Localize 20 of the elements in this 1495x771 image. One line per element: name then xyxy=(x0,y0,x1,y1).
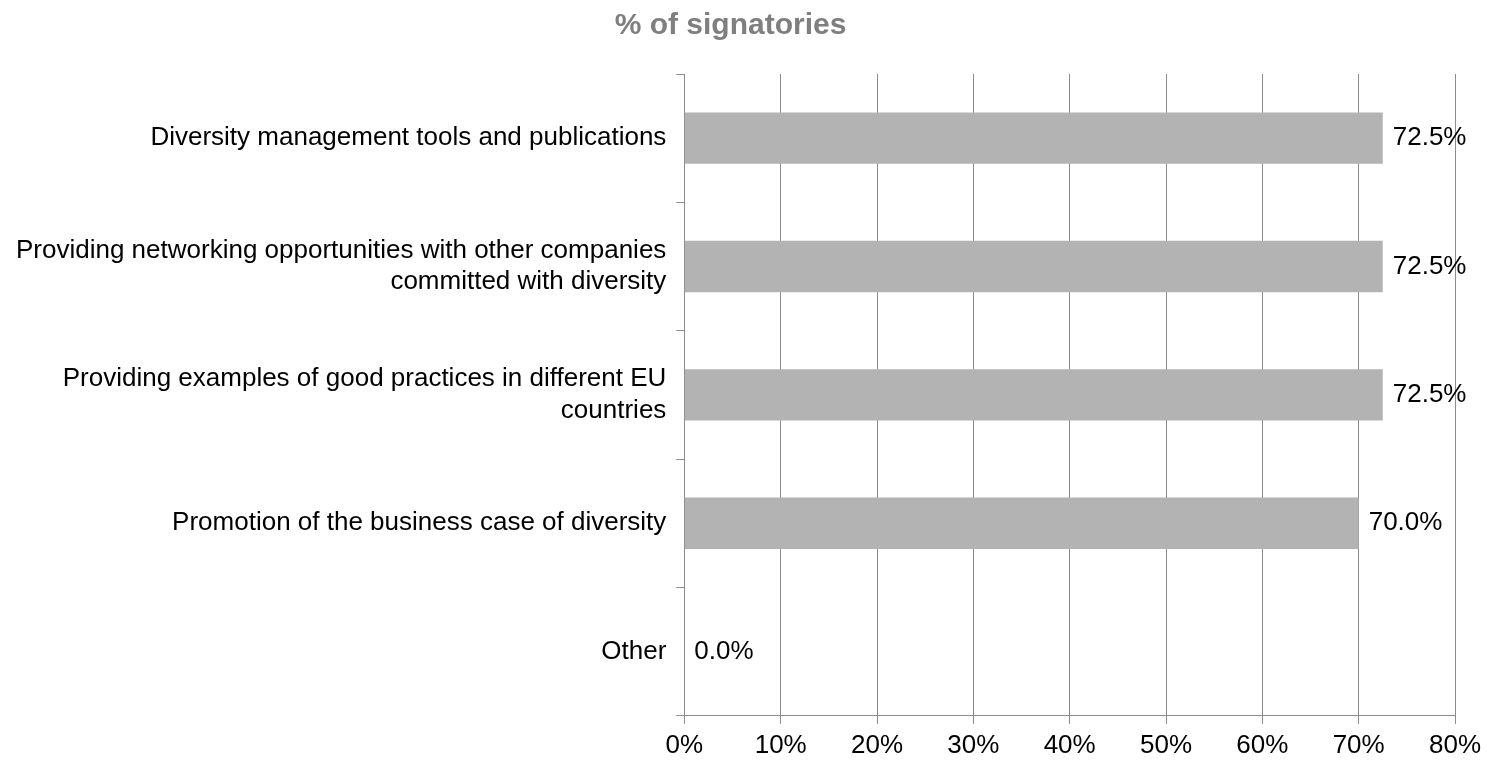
data-label: 70.0% xyxy=(1368,506,1443,537)
x-tick-label: 60% xyxy=(1236,728,1289,759)
data-label: 72.5% xyxy=(1392,249,1467,280)
x-tick-label: 50% xyxy=(1139,728,1193,759)
y-tick-label: Providing examples of good practices in different EU countries xyxy=(62,362,667,424)
x-tick-label: 80% xyxy=(1428,728,1482,759)
data-label: 72.5% xyxy=(1392,378,1467,409)
chart-title: % of signatories xyxy=(614,7,847,41)
x-tick-label: 0% xyxy=(665,728,704,759)
y-tick-label: Promotion of the business case of diversity xyxy=(172,506,667,537)
data-label: 0.0% xyxy=(694,634,754,665)
data-label: 72.5% xyxy=(1392,121,1467,152)
y-tick-label: Providing networking opportunities with other companies committed with diversity xyxy=(16,234,667,296)
x-tick-label: 30% xyxy=(947,728,1000,759)
x-tick-label: 70% xyxy=(1332,728,1385,759)
x-tick-label: 40% xyxy=(1043,728,1096,759)
y-tick-label: Other xyxy=(601,634,667,665)
x-tick-label: 10% xyxy=(754,728,807,759)
x-tick-label: 20% xyxy=(850,728,904,759)
y-tick-label: Diversity management tools and publications xyxy=(150,121,667,152)
